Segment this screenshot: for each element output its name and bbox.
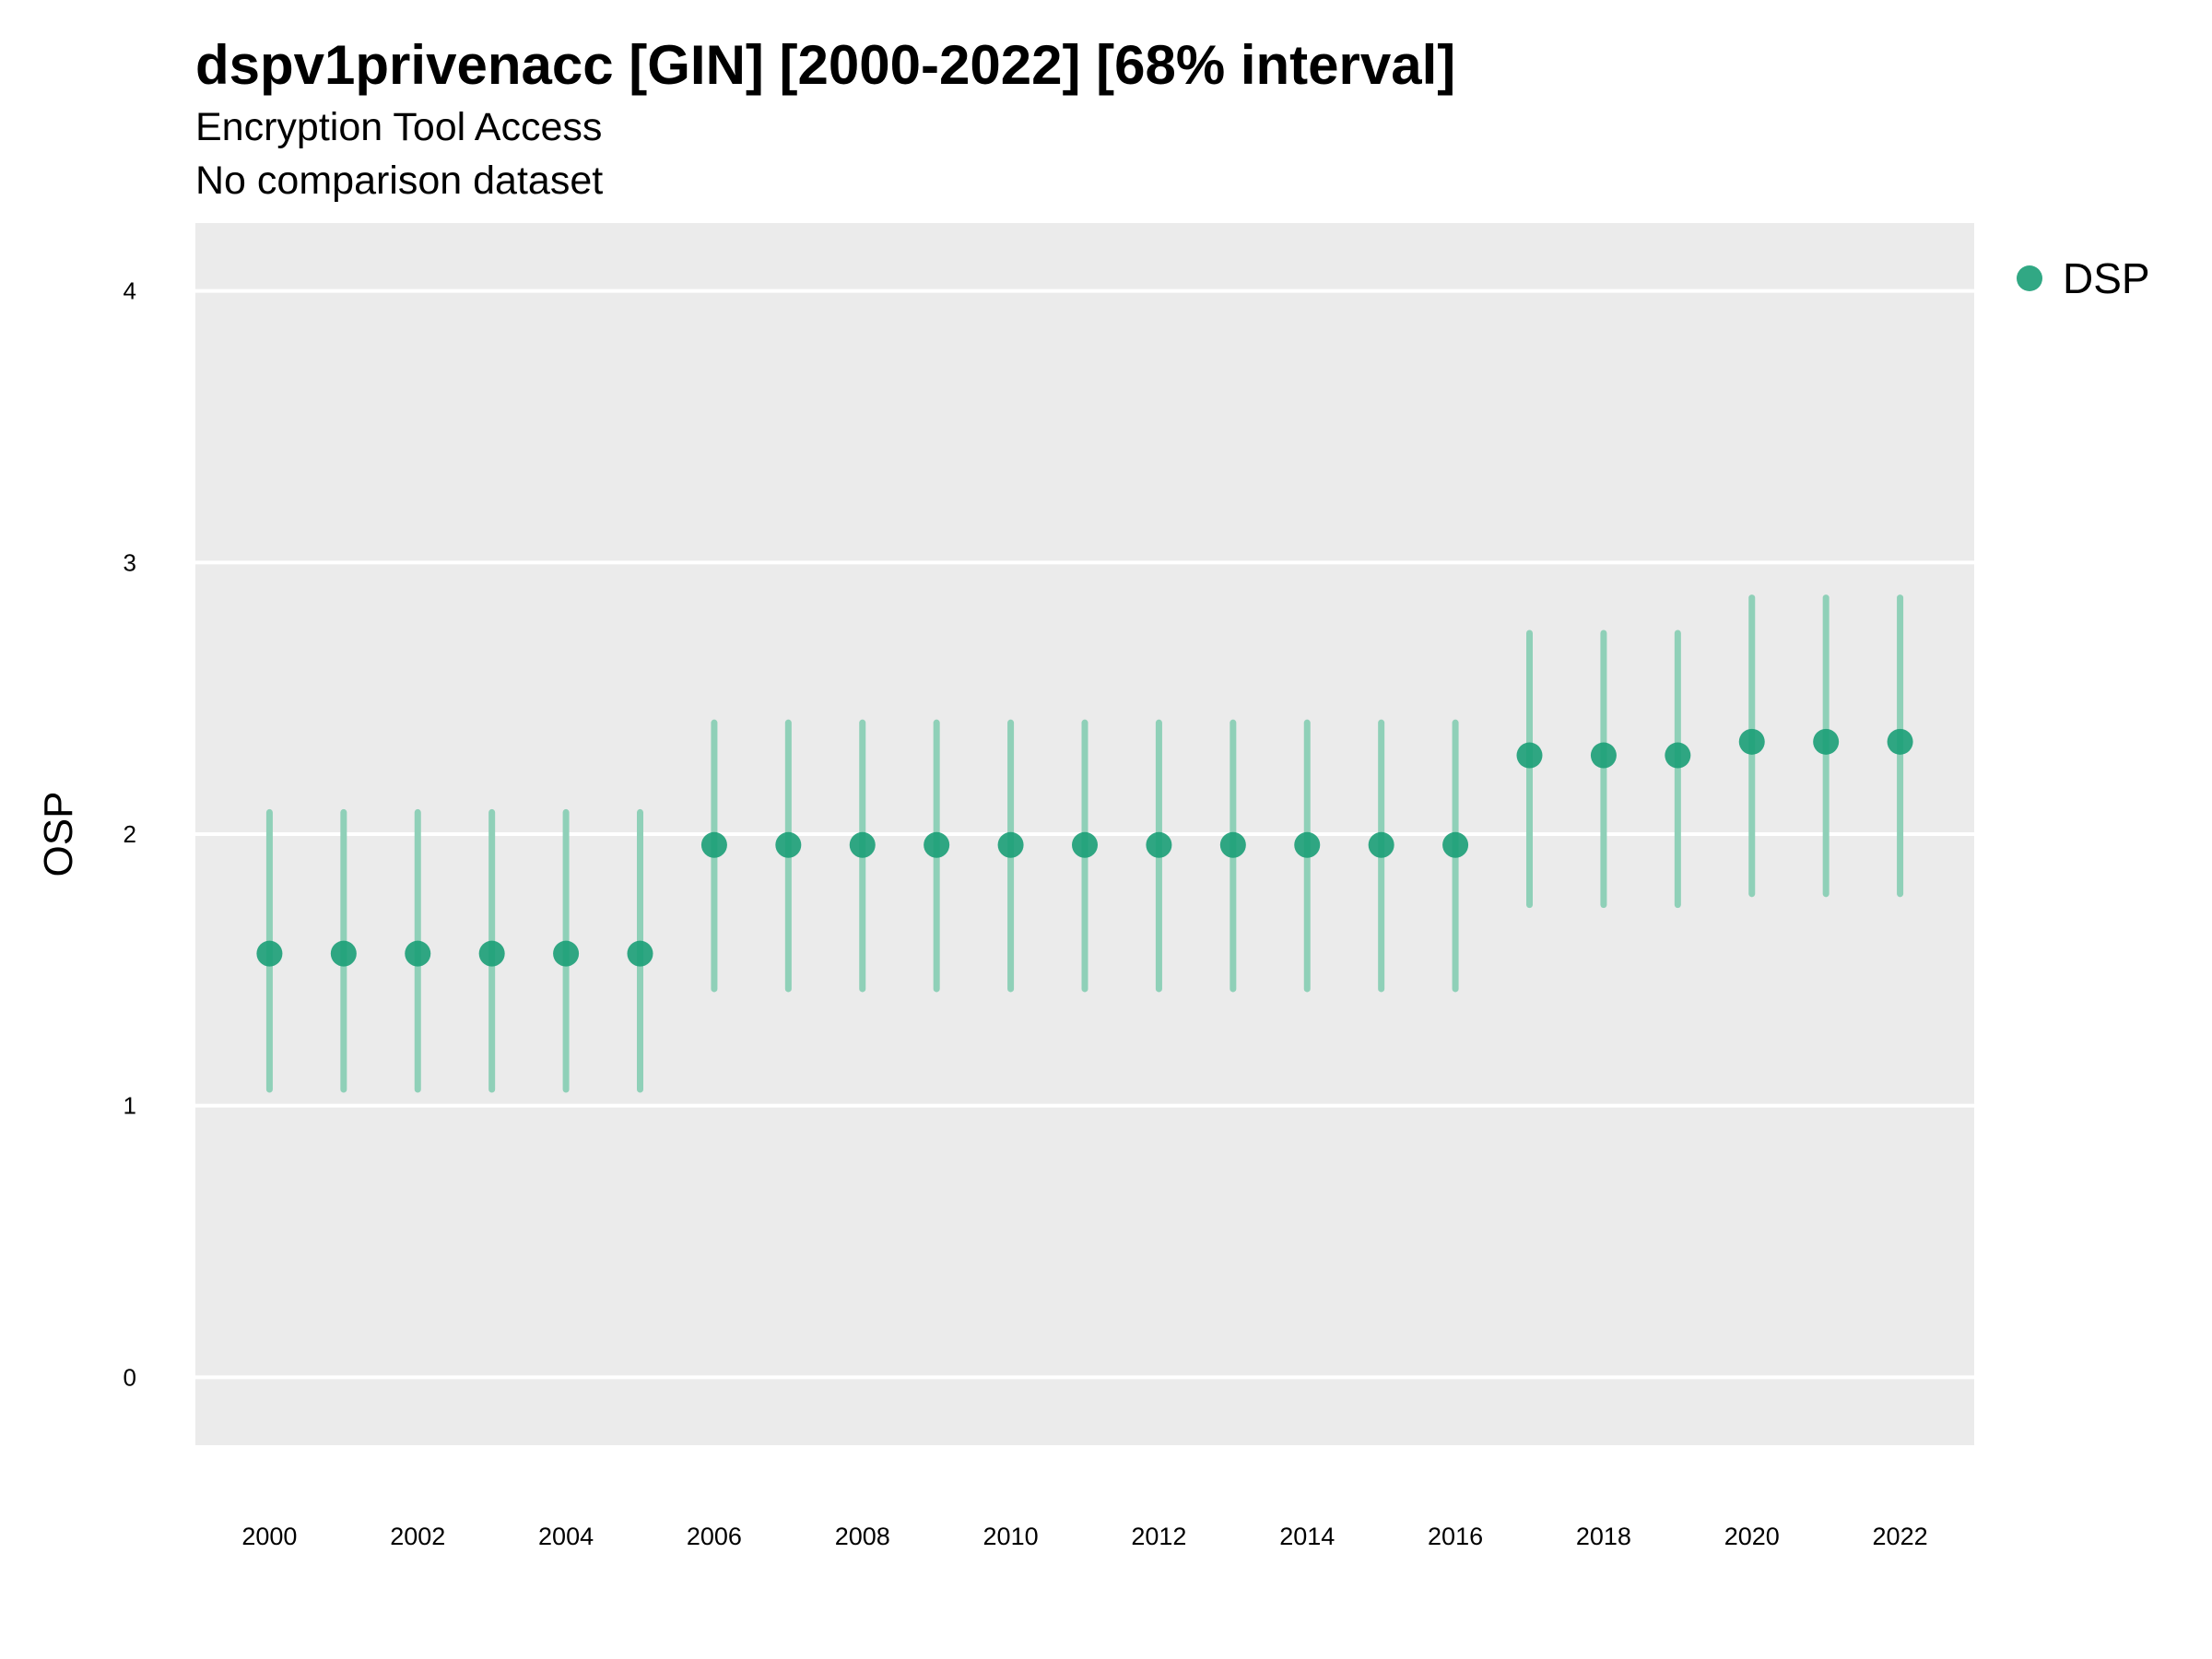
data-point: [1219, 831, 1246, 858]
x-tick-label: 2008: [835, 1523, 890, 1550]
data-point: [1368, 831, 1394, 858]
x-tick-label: 2012: [1131, 1523, 1186, 1550]
data-point: [330, 940, 357, 967]
chart-subtitle-line-1: Encryption Tool Access: [195, 105, 603, 149]
x-tick-label: 2018: [1576, 1523, 1631, 1550]
data-point: [997, 831, 1024, 858]
data-point: [1442, 831, 1469, 858]
data-point: [627, 940, 653, 967]
y-tick-label: 0: [124, 1363, 136, 1391]
chart-subtitle-line-2: No comparison dataset: [195, 159, 604, 203]
data-point: [405, 940, 431, 967]
data-point: [1738, 728, 1765, 755]
data-point: [1813, 728, 1840, 755]
x-tick-label: 2014: [1279, 1523, 1335, 1550]
x-tick-label: 2000: [241, 1523, 297, 1550]
x-tick-label: 2016: [1428, 1523, 1483, 1550]
y-tick-label: 4: [124, 277, 136, 305]
y-tick-label: 3: [124, 548, 136, 576]
legend-key-dsp: [2017, 265, 2042, 291]
data-point: [1072, 831, 1098, 858]
data-point: [1590, 742, 1617, 769]
y-axis-label: OSP: [36, 792, 81, 877]
x-tick-label: 2002: [390, 1523, 445, 1550]
data-point: [1294, 831, 1321, 858]
data-point: [1665, 742, 1691, 769]
data-point: [553, 940, 580, 967]
chart-title: dspv1privenacc [GIN] [2000-2022] [68% in…: [195, 34, 1456, 96]
y-tick-label: 2: [124, 820, 136, 848]
data-point: [775, 831, 802, 858]
x-tick-label: 2020: [1724, 1523, 1780, 1550]
x-tick-label: 2006: [687, 1523, 742, 1550]
data-point: [700, 831, 727, 858]
data-point: [1887, 728, 1913, 755]
data-point: [1516, 742, 1543, 769]
data-point: [849, 831, 876, 858]
data-point: [1146, 831, 1172, 858]
x-tick-label: 2022: [1873, 1523, 1928, 1550]
x-tick-label: 2004: [538, 1523, 594, 1550]
legend-label-dsp: DSP: [2063, 254, 2150, 302]
y-tick-label: 1: [124, 1092, 136, 1120]
x-tick-label: 2010: [983, 1523, 1039, 1550]
data-point: [478, 940, 505, 967]
data-point: [924, 831, 950, 858]
data-point: [256, 940, 283, 967]
